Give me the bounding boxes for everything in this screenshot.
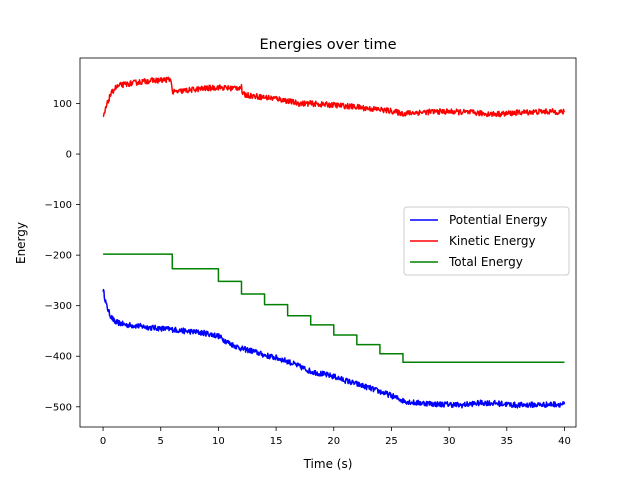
y-axis-label: Energy — [14, 222, 28, 264]
series-line-potential-energy — [102, 288, 566, 409]
y-tick-label: −200 — [45, 251, 72, 262]
x-tick-label: 35 — [500, 436, 513, 447]
x-tick-label: 20 — [327, 436, 340, 447]
x-tick-label: 10 — [212, 436, 225, 447]
legend: Potential Energy Kinetic Energy Total Ener… — [403, 206, 570, 276]
axes-frame — [79, 57, 577, 428]
chart-title: Energies over time — [260, 37, 397, 53]
y-tick-label: 0 — [66, 150, 72, 161]
y-tick-label: 100 — [53, 99, 72, 110]
legend-label-potential-energy: Potential Energy — [449, 213, 547, 227]
y-tick-label: −400 — [45, 352, 72, 363]
x-tick-label: 5 — [158, 436, 164, 447]
x-tick-label: 0 — [100, 436, 106, 447]
plot-area — [79, 57, 577, 428]
y-tick-label: −500 — [45, 402, 72, 413]
legend-label-kinetic-energy: Kinetic Energy — [449, 234, 536, 248]
series-line-kinetic-energy — [102, 76, 566, 118]
axis-ticks: 0 5 10 15 20 25 30 35 40 −500 −400 −300 −200 −100 0 100 — [45, 99, 571, 447]
x-tick-label: 30 — [443, 436, 456, 447]
y-tick-label: −100 — [45, 200, 72, 211]
legend-label-total-energy: Total Energy — [448, 255, 523, 269]
series-line-total-energy — [103, 253, 565, 364]
x-tick-label: 40 — [558, 436, 571, 447]
x-tick-label: 15 — [270, 436, 283, 447]
y-tick-label: −300 — [45, 301, 72, 312]
x-tick-label: 25 — [385, 436, 398, 447]
legend-box — [403, 206, 570, 276]
x-axis-label: Time (s) — [303, 457, 353, 471]
